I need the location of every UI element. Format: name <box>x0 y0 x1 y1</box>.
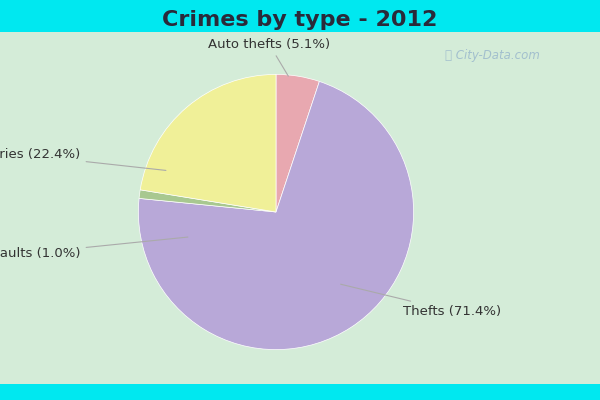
Wedge shape <box>276 74 319 212</box>
Text: Assaults (1.0%): Assaults (1.0%) <box>0 237 188 260</box>
Wedge shape <box>139 82 413 350</box>
Wedge shape <box>139 190 276 212</box>
Text: Crimes by type - 2012: Crimes by type - 2012 <box>163 10 437 30</box>
Text: Burglaries (22.4%): Burglaries (22.4%) <box>0 148 166 170</box>
Wedge shape <box>140 74 276 212</box>
Text: ⓘ City-Data.com: ⓘ City-Data.com <box>445 50 539 62</box>
Text: Thefts (71.4%): Thefts (71.4%) <box>341 284 501 318</box>
Text: Auto thefts (5.1%): Auto thefts (5.1%) <box>208 38 330 76</box>
